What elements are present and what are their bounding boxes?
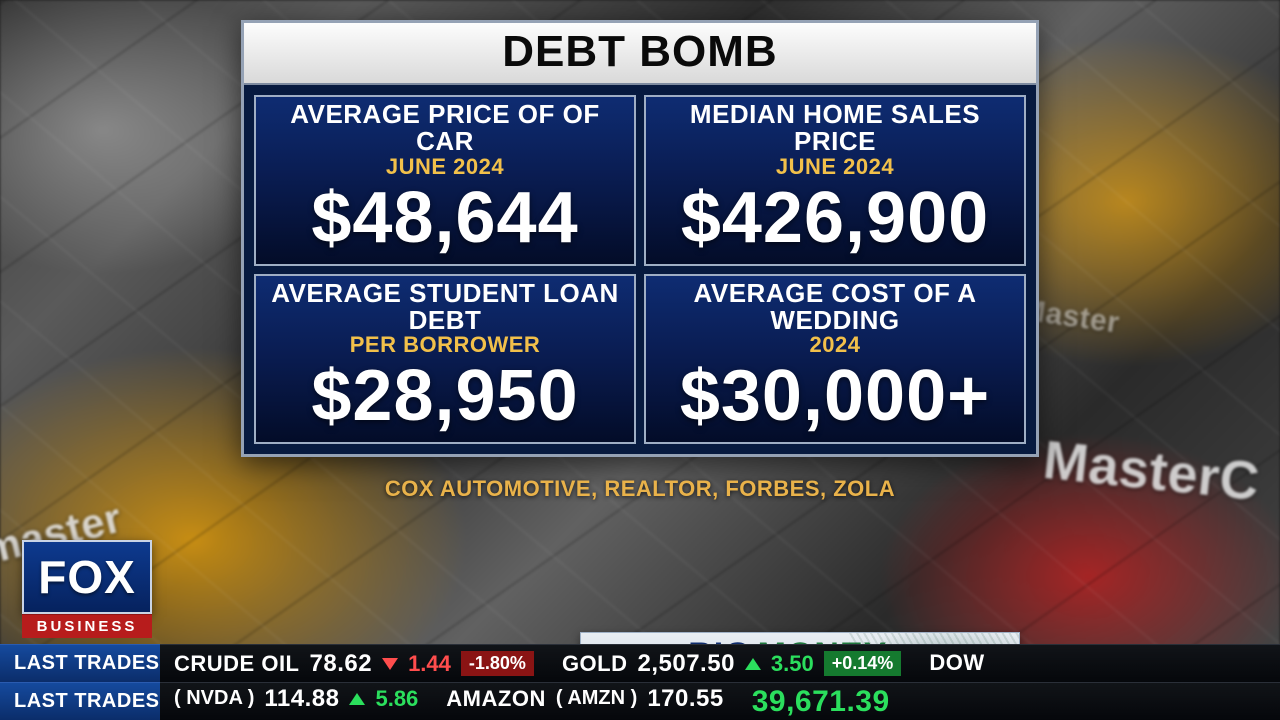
ticker-symbol: DOW <box>929 650 984 676</box>
ticker-item-dow: DOW <box>915 650 998 676</box>
stat-subheading: 2024 <box>652 332 1018 358</box>
ticker-change: 5.86 <box>375 686 418 712</box>
ticker-pct: -1.80% <box>461 651 534 676</box>
stat-cell-home: MEDIAN HOME SALES PRICE JUNE 2024 $426,9… <box>644 95 1026 266</box>
ticker-item-nvda: ( NVDA ) 114.88 5.86 <box>160 685 432 713</box>
up-arrow-icon <box>349 693 365 705</box>
stat-heading: AVERAGE STUDENT LOAN DEBT <box>262 280 628 335</box>
stats-grid: AVERAGE PRICE OF OF CAR JUNE 2024 $48,64… <box>244 85 1036 454</box>
ticker-paren: ( NVDA ) <box>174 687 254 710</box>
ticker-price: 2,507.50 <box>638 650 735 678</box>
ticker-item-crude-oil: CRUDE OIL 78.62 1.44 -1.80% <box>160 650 548 678</box>
stat-value: $426,900 <box>652 182 1018 254</box>
stat-value: $48,644 <box>262 182 628 254</box>
stat-cell-wedding: AVERAGE COST OF A WEDDING 2024 $30,000+ <box>644 274 1026 445</box>
ticker-price: 78.62 <box>310 650 373 678</box>
network-bug-business: BUSINESS <box>22 614 152 638</box>
ticker-change: 3.50 <box>771 651 814 677</box>
panel-title: DEBT BOMB <box>244 23 1036 85</box>
ticker-row-stocks: LAST TRADES ( NVDA ) 114.88 5.86 AMAZON … <box>0 682 1280 720</box>
network-bug-box: FOX <box>22 540 152 614</box>
ticker-item-gold: GOLD 2,507.50 3.50 +0.14% <box>548 650 915 678</box>
ticker-paren: ( AMZN ) <box>556 687 637 710</box>
stat-heading: AVERAGE PRICE OF OF CAR <box>262 101 628 156</box>
stat-value: $28,950 <box>262 360 628 432</box>
sources-line: COX AUTOMOTIVE, REALTOR, FORBES, ZOLA <box>385 476 895 502</box>
ticker-row-commodities: LAST TRADES CRUDE OIL 78.62 1.44 -1.80% … <box>0 644 1280 682</box>
bg-watermark-2: MasterC <box>1041 429 1263 513</box>
ticker-item-dow-value: 39,671.39 <box>738 685 920 719</box>
ticker-price: 114.88 <box>264 685 339 713</box>
ticker-big-price: 39,671.39 <box>752 685 890 719</box>
down-arrow-icon <box>382 658 398 670</box>
network-bug: FOX BUSINESS <box>22 540 152 638</box>
ticker-label: LAST TRADES <box>0 682 160 720</box>
ticker-symbol: GOLD <box>562 651 628 677</box>
network-bug-fox: FOX <box>38 550 136 604</box>
stat-heading: MEDIAN HOME SALES PRICE <box>652 101 1018 156</box>
up-arrow-icon <box>745 658 761 670</box>
ticker-symbol: CRUDE OIL <box>174 651 300 677</box>
ticker-pct: +0.14% <box>824 651 902 676</box>
ticker-symbol: AMAZON <box>446 686 546 712</box>
ticker-strip: CRUDE OIL 78.62 1.44 -1.80% GOLD 2,507.5… <box>160 644 1280 682</box>
stat-subheading: JUNE 2024 <box>652 154 1018 180</box>
stat-subheading: JUNE 2024 <box>262 154 628 180</box>
stat-heading: AVERAGE COST OF A WEDDING <box>652 280 1018 335</box>
stat-cell-student-loan: AVERAGE STUDENT LOAN DEBT PER BORROWER $… <box>254 274 636 445</box>
infographic-panel: DEBT BOMB AVERAGE PRICE OF OF CAR JUNE 2… <box>241 20 1039 457</box>
ticker-price: 170.55 <box>647 685 723 713</box>
ticker-item-amazon: AMAZON ( AMZN ) 170.55 <box>432 685 737 713</box>
ticker-change: 1.44 <box>408 651 451 677</box>
ticker-strip: ( NVDA ) 114.88 5.86 AMAZON ( AMZN ) 170… <box>160 682 1280 720</box>
stat-subheading: PER BORROWER <box>262 332 628 358</box>
stat-cell-car: AVERAGE PRICE OF OF CAR JUNE 2024 $48,64… <box>254 95 636 266</box>
stat-value: $30,000+ <box>652 360 1018 432</box>
ticker-label: LAST TRADES <box>0 644 160 682</box>
